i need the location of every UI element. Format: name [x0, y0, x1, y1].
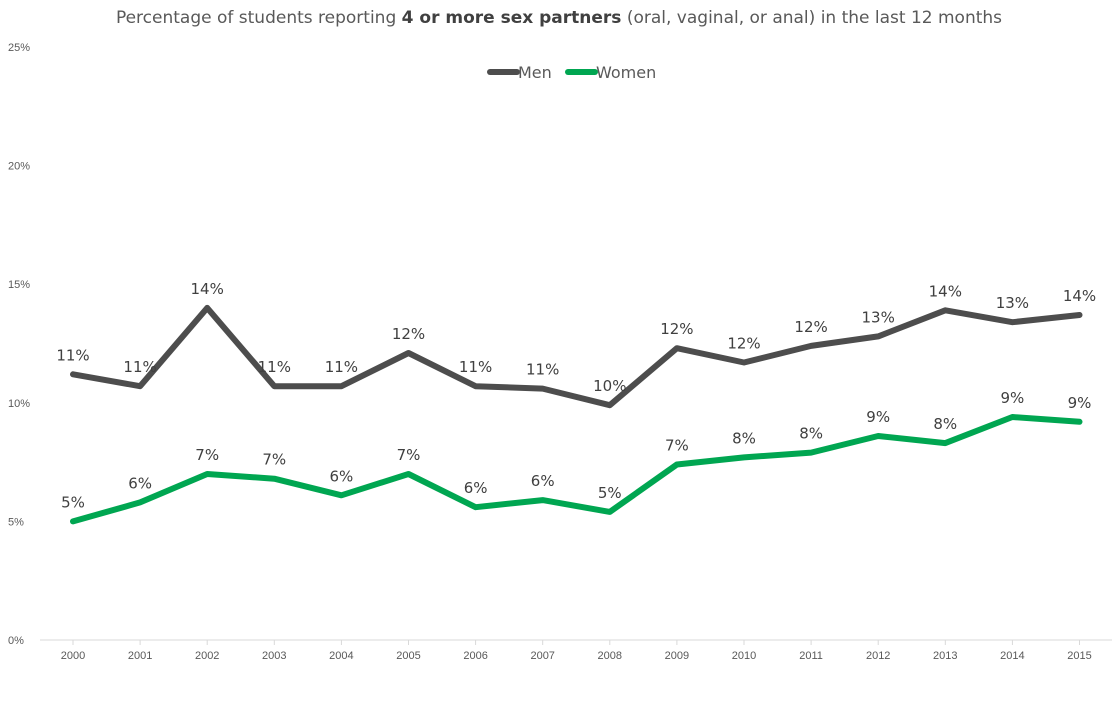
y-tick-label: 20%: [8, 161, 30, 173]
data-label-men: 14%: [191, 280, 224, 298]
data-label-men: 14%: [929, 282, 962, 300]
data-label-men: 12%: [392, 325, 425, 343]
y-tick-label: 0%: [8, 635, 24, 647]
data-label-men: 11%: [526, 361, 559, 379]
x-tick-label: 2009: [665, 650, 689, 662]
chart-title: Percentage of students reporting 4 or mo…: [0, 8, 1118, 28]
chart-title-suffix: (oral, vaginal, or anal) in the last 12 …: [621, 8, 1003, 28]
data-label-men: 12%: [660, 320, 693, 338]
data-label-men: 13%: [996, 294, 1029, 312]
data-label-women: 9%: [1068, 394, 1092, 412]
data-label-women: 5%: [61, 493, 85, 511]
data-label-men: 11%: [56, 346, 89, 364]
x-axis: 2000 2001 2002 2003 2004 2005 2006 2007 2008 2009…: [61, 640, 1092, 662]
data-label-men: 12%: [794, 318, 827, 336]
x-tick-label: 2004: [329, 650, 353, 662]
data-label-men: 12%: [727, 334, 760, 352]
data-label-women: 8%: [933, 415, 957, 433]
legend-label-women: Women: [596, 63, 656, 82]
data-label-women: 7%: [665, 436, 689, 454]
x-tick-label: 2013: [933, 650, 957, 662]
data-label-women: 7%: [195, 446, 219, 464]
x-tick-label: 2012: [866, 650, 890, 662]
data-labels: 11% 11% 14% 11% 11% 12% 11% 11% 10% 12% 12% 12% 13% 1…: [56, 280, 1096, 511]
x-tick-label: 2002: [195, 650, 219, 662]
x-tick-label: 2010: [732, 650, 756, 662]
series-line-men: [70, 304, 1083, 409]
x-tick-label: 2014: [1000, 650, 1024, 662]
data-label-men: 14%: [1063, 287, 1096, 305]
series-line-women: [70, 414, 1083, 525]
x-tick-label: 2005: [396, 650, 420, 662]
legend-label-men: Men: [518, 63, 552, 82]
data-label-women: 6%: [464, 479, 488, 497]
x-tick-label: 2006: [463, 650, 487, 662]
data-label-men: 11%: [325, 358, 358, 376]
x-tick-label: 2003: [262, 650, 286, 662]
data-label-women: 8%: [732, 429, 756, 447]
x-tick-label: 2001: [128, 650, 152, 662]
y-tick-label: 25%: [8, 42, 30, 54]
data-label-women: 6%: [128, 474, 152, 492]
data-label-men: 11%: [459, 358, 492, 376]
data-label-women: 8%: [799, 425, 823, 443]
series-layer: [70, 304, 1083, 525]
data-label-women: 6%: [531, 472, 555, 490]
x-tick-label: 2008: [598, 650, 622, 662]
y-tick-label: 10%: [8, 398, 30, 410]
data-label-men: 11%: [258, 358, 291, 376]
data-label-men: 10%: [593, 377, 626, 395]
data-label-men: 13%: [862, 308, 895, 326]
data-label-women: 6%: [330, 467, 354, 485]
data-label-women: 9%: [866, 408, 890, 426]
chart-title-bold: 4 or more sex partners: [401, 8, 622, 28]
x-tick-label: 2000: [61, 650, 85, 662]
y-tick-label: 15%: [8, 279, 30, 291]
y-axis: 0% 5% 10% 15% 20% 25%: [8, 42, 30, 647]
data-label-women: 9%: [1001, 389, 1025, 407]
y-tick-label: 5%: [8, 516, 24, 528]
chart-title-prefix: Percentage of students reporting: [115, 8, 402, 28]
data-label-women: 5%: [598, 484, 622, 502]
data-label-women: 7%: [262, 451, 286, 469]
x-tick-label: 2007: [530, 650, 554, 662]
data-label-women: 7%: [397, 446, 421, 464]
x-tick-label: 2011: [799, 650, 823, 662]
x-tick-label: 2015: [1067, 650, 1091, 662]
data-label-men: 11%: [123, 358, 156, 376]
legend: Men Women: [487, 63, 656, 82]
